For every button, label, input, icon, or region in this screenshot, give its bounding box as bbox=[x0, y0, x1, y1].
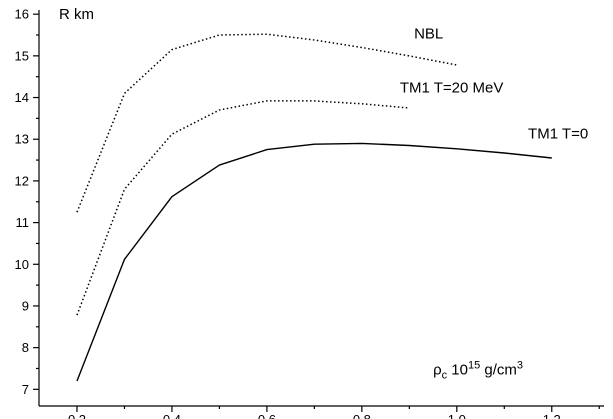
series-line-2 bbox=[76, 100, 410, 316]
x-axis-label-exp: 15 bbox=[468, 360, 480, 372]
y-tick-label: 16 bbox=[15, 7, 29, 22]
y-axis-label: R km bbox=[59, 6, 94, 23]
series-label-3: TM1 T=0 bbox=[528, 125, 588, 142]
x-axis-label-mid: 10 bbox=[447, 362, 468, 379]
x-tick-label: 0,6 bbox=[258, 412, 276, 419]
x-axis-label-rho: ρ bbox=[433, 362, 442, 379]
x-tick-label: 0,8 bbox=[353, 412, 371, 419]
x-axis-label-unit-exp: 3 bbox=[517, 360, 523, 372]
series-layer bbox=[76, 33, 552, 382]
series-label-2: TM1 T=20 MeV bbox=[400, 80, 504, 97]
y-tick-label: 7 bbox=[22, 382, 29, 397]
series-label-1: NBL bbox=[414, 25, 443, 42]
x-tick-label: 0,4 bbox=[163, 412, 181, 419]
x-tick-label: 0,2 bbox=[68, 412, 86, 419]
y-tick-label: 15 bbox=[15, 48, 29, 63]
x-tick-label: 1,2 bbox=[543, 412, 561, 419]
x-axis-label-sub: c bbox=[442, 370, 448, 382]
y-tick-label: 10 bbox=[15, 257, 29, 272]
y-tick-label: 11 bbox=[16, 215, 30, 230]
series-line-1 bbox=[76, 33, 457, 213]
y-tick-label: 13 bbox=[15, 132, 29, 147]
x-axis-label: ρc 1015 g/cm3 bbox=[433, 360, 523, 382]
y-tick-label: 14 bbox=[15, 90, 29, 105]
series-line-3 bbox=[76, 142, 552, 382]
axes: 7 8 9 10 11 12 13 14 15 16 0,2 0,4 0,6 0,8 1,0 1,2 bbox=[15, 7, 604, 419]
x-axis-label-unit: g/cm bbox=[480, 362, 517, 379]
x-tick-label: 1,0 bbox=[448, 412, 466, 419]
labels-layer: R km ρc 1015 g/cm3 NBL TM1 T=20 MeV TM1 T=… bbox=[59, 6, 588, 382]
y-tick-label: 12 bbox=[15, 173, 29, 188]
y-tick-label: 9 bbox=[22, 298, 29, 313]
y-tick-label: 8 bbox=[22, 340, 29, 355]
